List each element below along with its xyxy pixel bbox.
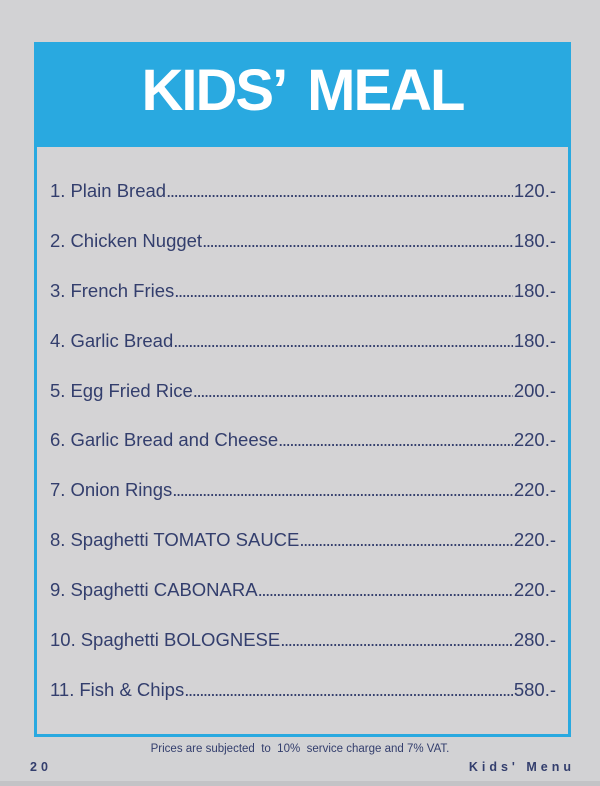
menu-item-row: 2. Chicken Nugget 180.- — [50, 216, 556, 266]
menu-item-price: 120.- — [513, 180, 556, 201]
menu-item-row: 4. Garlic Bread 180.- — [50, 316, 556, 366]
menu-item-row: 7. Onion Rings 220.- — [50, 465, 556, 515]
dot-leader — [258, 565, 513, 615]
menu-item-number: 1. — [50, 180, 66, 201]
page-number: 20 — [30, 760, 52, 774]
menu-item-number: 4. — [50, 329, 66, 351]
menu-item-name: Garlic Bread and Cheese — [70, 429, 279, 451]
menu-item-number: 6. — [50, 429, 66, 451]
menu-item-name: Fish & Chips — [79, 678, 185, 700]
dot-leader — [193, 366, 513, 416]
dot-leader — [299, 515, 512, 565]
page-bottom-edge — [0, 781, 600, 786]
menu-list: 1. Plain Bread 120.- 2. Chicken Nugget 1… — [37, 147, 568, 715]
dot-leader — [166, 166, 513, 216]
service-charge-note: Prices are subjected to 10% service char… — [150, 743, 450, 755]
menu-item-name: Garlic Bread — [70, 329, 174, 351]
header-band: KIDS’ MEAL — [34, 42, 571, 147]
menu-item-name: Egg Fried Rice — [70, 379, 193, 401]
menu-item-price: 220.- — [513, 579, 556, 601]
menu-item-price: 280.- — [513, 629, 556, 651]
menu-item-row: 5. Egg Fried Rice 200.- — [50, 366, 556, 416]
menu-item-number: 2. — [50, 229, 66, 251]
menu-item-price: 180.- — [513, 229, 556, 251]
dot-leader — [184, 665, 513, 715]
menu-item-price: 180.- — [513, 329, 556, 351]
menu-item-price: 180.- — [513, 279, 556, 301]
dot-leader — [174, 266, 513, 316]
menu-item-name: Chicken Nugget — [70, 229, 203, 251]
menu-panel: 1. Plain Bread 120.- 2. Chicken Nugget 1… — [34, 147, 571, 737]
menu-item-row: 3. French Fries 180.- — [50, 266, 556, 316]
menu-item-number: 9. — [50, 579, 66, 601]
menu-item-name: Spaghetti CABONARA — [70, 579, 258, 601]
menu-item-number: 3. — [50, 279, 66, 301]
menu-item-number: 10. — [50, 629, 76, 651]
menu-item-price: 220.- — [513, 529, 556, 551]
dot-leader — [172, 465, 513, 515]
menu-item-number: 8. — [50, 529, 66, 551]
dot-leader — [202, 216, 513, 266]
menu-item-row: 11. Fish & Chips 580.- — [50, 665, 556, 715]
menu-item-number: 11. — [50, 678, 75, 700]
menu-item-name: Spaghetti TOMATO SAUCE — [70, 529, 300, 551]
menu-item-name: Onion Rings — [70, 479, 173, 501]
menu-item-row: 1. Plain Bread 120.- — [50, 166, 556, 216]
menu-item-name: French Fries — [70, 279, 175, 301]
page-footer: 20 Kids' Menu — [30, 760, 575, 774]
dot-leader — [173, 316, 513, 366]
dot-leader — [280, 615, 513, 665]
menu-item-row: 10. Spaghetti BOLOGNESE 280.- — [50, 615, 556, 665]
page-title: KIDS’ MEAL — [141, 57, 466, 123]
dot-leader — [278, 415, 513, 465]
menu-item-price: 220.- — [513, 429, 556, 451]
menu-item-number: 7. — [50, 479, 66, 501]
menu-item-price: 220.- — [513, 479, 556, 501]
menu-item-number: 5. — [50, 379, 66, 401]
menu-item-name: Spaghetti BOLOGNESE — [80, 629, 281, 651]
menu-item-name: Plain Bread — [70, 180, 167, 201]
menu-item-row: 6. Garlic Bread and Cheese 220.- — [50, 415, 556, 465]
menu-item-row: 9. Spaghetti CABONARA 220.- — [50, 565, 556, 615]
section-label: Kids' Menu — [468, 760, 575, 774]
menu-item-row: 8. Spaghetti TOMATO SAUCE 220.- — [50, 515, 556, 565]
menu-item-price: 200.- — [513, 379, 556, 401]
menu-item-price: 580.- — [513, 678, 556, 700]
